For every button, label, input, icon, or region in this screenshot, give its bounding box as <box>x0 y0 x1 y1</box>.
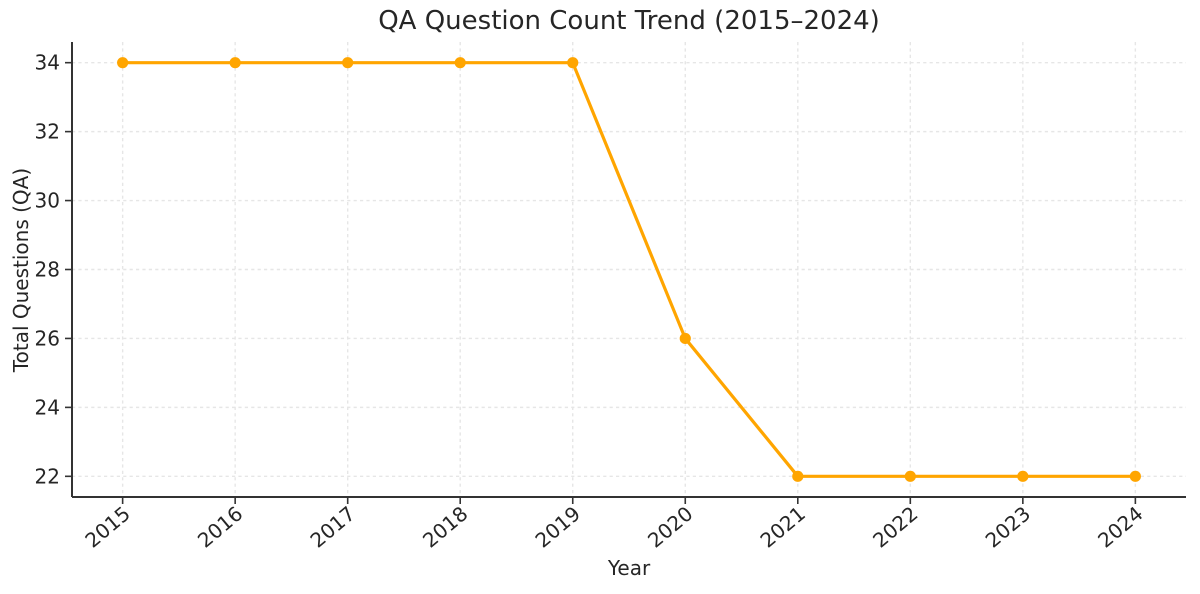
x-axis-label: Year <box>607 556 651 580</box>
x-tick-label: 2021 <box>756 501 810 552</box>
x-tick-label: 2016 <box>193 501 247 552</box>
trend-line <box>121 61 1137 478</box>
data-point-marker <box>679 332 691 345</box>
data-point-marker <box>454 57 466 69</box>
data-point-marker <box>342 57 354 69</box>
x-tick-label: 2020 <box>643 501 697 552</box>
data-point-marker <box>1017 470 1029 482</box>
chart-title: QA Question Count Trend (2015–2024) <box>378 6 880 36</box>
x-tick-label: 2017 <box>305 501 359 552</box>
data-point-marker <box>117 57 129 69</box>
data-point-marker <box>1129 470 1141 482</box>
x-tick-label: 2019 <box>531 501 585 552</box>
x-tick-label: 2024 <box>1093 501 1147 552</box>
x-tick-label: 2023 <box>981 501 1035 552</box>
y-tick-label: 22 <box>35 464 60 488</box>
y-tick-label: 30 <box>35 189 60 213</box>
y-tick-label: 26 <box>35 326 60 350</box>
x-tick-label: 2018 <box>418 501 472 552</box>
y-tick-label: 32 <box>35 120 60 144</box>
y-tick-label: 28 <box>35 258 60 282</box>
x-tick-label: 2015 <box>80 501 134 552</box>
data-point-marker <box>567 57 579 69</box>
y-tick-label: 34 <box>35 51 60 75</box>
data-point-marker <box>792 470 804 482</box>
y-tick-label: 24 <box>35 395 60 419</box>
x-tick-label: 2022 <box>868 501 922 552</box>
data-point-marker <box>229 57 241 69</box>
data-point-marker <box>904 470 916 482</box>
